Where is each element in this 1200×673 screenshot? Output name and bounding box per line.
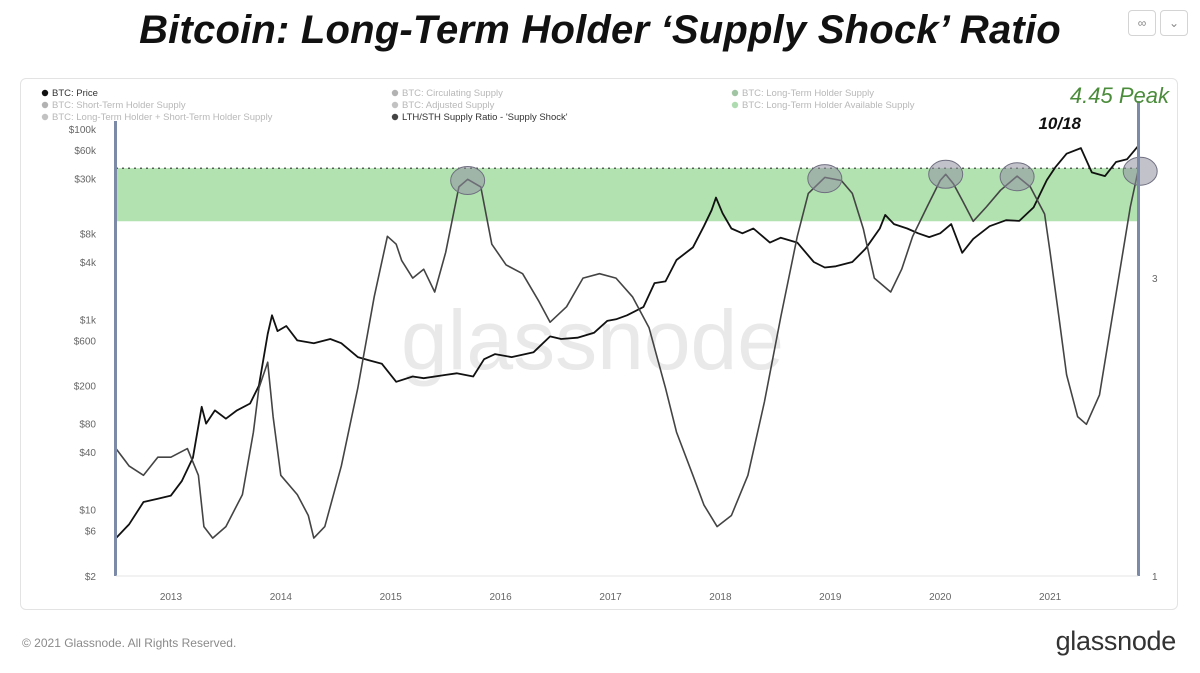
x-tick-label: 2019	[819, 592, 842, 603]
legend-entry: BTC: Long-Term Holder + Short-Term Holde…	[52, 112, 273, 123]
legend-entry: BTC: Short-Term Holder Supply	[52, 100, 186, 111]
legend-entry: BTC: Circulating Supply	[402, 88, 503, 99]
x-tick-label: 2014	[270, 592, 293, 603]
chart-tools: ∞ ⌄	[1128, 10, 1188, 36]
peak-highlight-circle	[928, 159, 964, 189]
copyright-text: © 2021 Glassnode. All Rights Reserved.	[22, 636, 237, 650]
y-left-tick-label: $8k	[80, 229, 97, 240]
legend-swatch	[391, 101, 399, 109]
y-left-tick-label: $4k	[80, 258, 97, 269]
brand-logo: glassnode	[1055, 626, 1177, 656]
peak-date-annotation: 10/18	[1038, 114, 1081, 133]
legend-swatch	[391, 89, 399, 97]
y-right-tick-label: 3	[1152, 274, 1158, 285]
chevron-down-icon[interactable]: ⌄	[1160, 10, 1188, 36]
peak-highlight-circle	[1122, 156, 1158, 186]
legend-swatch	[41, 113, 49, 121]
x-tick-label: 2017	[599, 592, 622, 603]
right-axis-bar	[1137, 101, 1140, 576]
y-left-tick-label: $6	[85, 527, 97, 538]
legend-entry: BTC: Price	[52, 88, 98, 99]
peak-highlight-circle	[450, 166, 486, 196]
x-tick-label: 2016	[489, 592, 512, 603]
chart-container: glassnode $100k $60k $30k $8k $4k $1k $600 $200…	[20, 78, 1178, 610]
y-left-tick-label: $80	[79, 420, 96, 431]
legend-swatch	[731, 101, 739, 109]
supply-shock-band	[116, 168, 1138, 222]
legend-entry: LTH/STH Supply Ratio - 'Supply Shock'	[402, 112, 568, 123]
series-line-supply-shock-ratio	[115, 171, 1139, 539]
x-tick-label: 2020	[929, 592, 952, 603]
x-tick-label: 2021	[1039, 592, 1062, 603]
series-line-btc-price	[115, 145, 1139, 539]
y-left-tick-label: $2	[85, 572, 97, 583]
legend-swatch	[731, 89, 739, 97]
legend-entry: BTC: Long-Term Holder Supply	[742, 88, 874, 99]
y-left-tick-label: $200	[74, 382, 97, 393]
y-left-tick-label: $40	[79, 448, 96, 459]
x-tick-label: 2018	[709, 592, 732, 603]
left-axis-bar	[114, 121, 117, 576]
legend-entry: BTC: Long-Term Holder Available Supply	[742, 100, 915, 111]
watermark-text: glassnode	[401, 293, 784, 387]
y-left-tick-label: $10	[79, 506, 96, 517]
y-left-tick-label: $60k	[74, 146, 97, 157]
page-title: Bitcoin: Long-Term Holder ‘Supply Shock’…	[139, 8, 1061, 52]
y-left-tick-label: $30k	[74, 175, 97, 186]
x-tick-label: 2015	[380, 592, 403, 603]
y-left-tick-label: $600	[74, 336, 97, 347]
peak-highlight-circle	[807, 164, 843, 194]
legend-swatch	[391, 113, 399, 121]
y-left-tick-label: $1k	[80, 315, 97, 326]
x-tick-label: 2013	[160, 592, 183, 603]
link-icon[interactable]: ∞	[1128, 10, 1156, 36]
y-right-tick-label: 1	[1152, 572, 1158, 583]
legend-swatch	[41, 89, 49, 97]
y-left-tick-label: $100k	[69, 125, 97, 136]
legend-swatch	[41, 101, 49, 109]
chart-svg: glassnode $100k $60k $30k $8k $4k $1k $600 $200…	[41, 83, 1170, 603]
peak-highlight-circle	[999, 162, 1035, 192]
legend-entry: BTC: Adjusted Supply	[402, 100, 495, 111]
peak-value-annotation: 4.45 Peak	[1070, 83, 1170, 108]
